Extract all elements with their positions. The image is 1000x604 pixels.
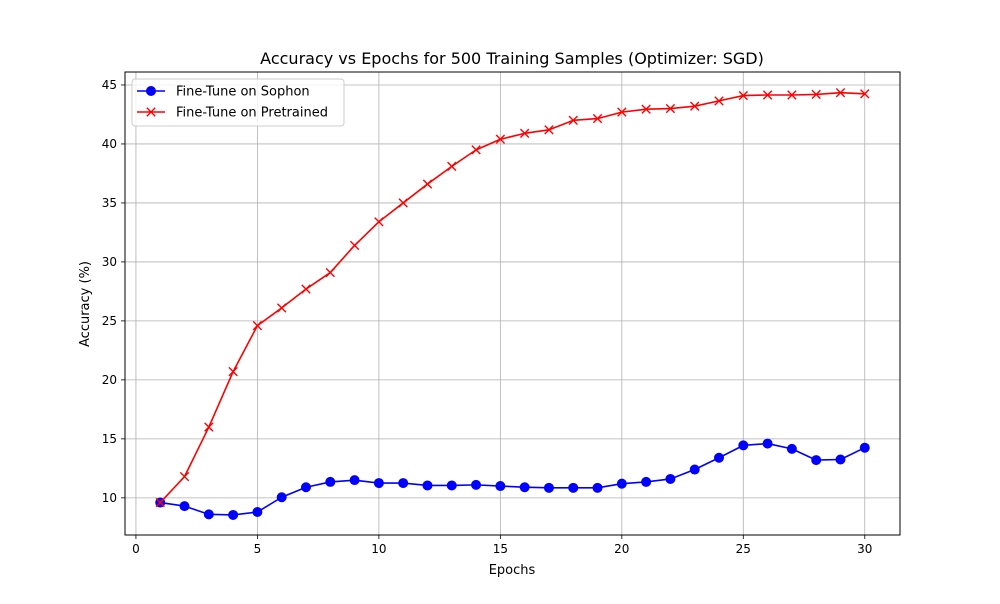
data-point bbox=[422, 179, 433, 189]
y-tick-label: 25 bbox=[102, 314, 117, 328]
data-point bbox=[252, 506, 263, 517]
legend-entries: Fine-Tune on Sophon Fine-Tune on Pretrain… bbox=[137, 85, 328, 121]
y-tick-label: 40 bbox=[102, 137, 117, 151]
data-point bbox=[447, 161, 457, 172]
x-tick-label: 15 bbox=[493, 542, 508, 556]
data-point bbox=[179, 471, 190, 482]
data-point bbox=[349, 475, 360, 486]
x-tick-label: 25 bbox=[736, 542, 751, 556]
y-tick-label: 10 bbox=[102, 491, 117, 505]
data-point bbox=[495, 481, 506, 492]
y-tick-label: 20 bbox=[102, 373, 117, 387]
data-point bbox=[325, 267, 335, 278]
data-point bbox=[859, 442, 870, 453]
data-point bbox=[300, 482, 311, 493]
y-tick-label: 15 bbox=[102, 432, 117, 446]
data-point bbox=[495, 134, 506, 144]
data-point bbox=[276, 492, 287, 503]
legend-marker bbox=[146, 107, 156, 117]
legend-label: Fine-Tune on Pretrained bbox=[176, 106, 328, 121]
data-point bbox=[519, 128, 530, 139]
x-tick-label: 30 bbox=[857, 542, 872, 556]
data-point bbox=[349, 240, 360, 251]
x-tick-label: 0 bbox=[132, 542, 140, 556]
y-tick-label: 30 bbox=[102, 255, 117, 269]
data-point bbox=[592, 482, 603, 493]
data-point bbox=[762, 438, 773, 449]
data-point bbox=[471, 479, 482, 490]
chart-title: Accuracy vs Epochs for 500 Training Samp… bbox=[260, 49, 764, 68]
data-point bbox=[155, 497, 165, 508]
legend-box bbox=[131, 78, 345, 127]
x-axis-label: Epochs bbox=[489, 563, 536, 578]
legend-entry: Fine-Tune on Pretrained bbox=[137, 106, 328, 121]
series-line bbox=[160, 442, 866, 516]
data-point bbox=[543, 482, 554, 493]
data-point bbox=[690, 101, 700, 111]
legend-label: Fine-Tune on Sophon bbox=[176, 85, 310, 100]
x-tick-label: 20 bbox=[614, 542, 629, 556]
data-point bbox=[860, 89, 870, 99]
plot-area-frame bbox=[124, 71, 901, 536]
data-point bbox=[835, 454, 846, 465]
x-tick-label: 10 bbox=[371, 542, 386, 556]
data-point bbox=[446, 480, 457, 491]
data-point bbox=[325, 476, 336, 487]
data-point bbox=[398, 478, 409, 489]
data-point bbox=[617, 107, 627, 117]
data-point bbox=[277, 303, 287, 313]
series-layer bbox=[155, 87, 870, 520]
data-point bbox=[738, 440, 749, 451]
axis-ticks: 0 5 10 15 20 25 30 10 15 20 25 30 35 40 45 bbox=[102, 78, 873, 556]
data-point bbox=[179, 501, 190, 512]
data-point bbox=[301, 284, 311, 294]
data-point bbox=[811, 89, 821, 100]
series-pretrained bbox=[155, 87, 870, 508]
data-point bbox=[811, 455, 822, 466]
data-point bbox=[714, 96, 724, 106]
data-point bbox=[398, 198, 408, 208]
data-point bbox=[592, 113, 603, 124]
data-point bbox=[228, 366, 238, 377]
legend-marker bbox=[146, 86, 156, 96]
data-point bbox=[471, 145, 481, 155]
data-point bbox=[374, 217, 384, 227]
data-point bbox=[373, 478, 384, 489]
data-point bbox=[544, 125, 554, 135]
data-point bbox=[204, 422, 214, 432]
data-point bbox=[738, 90, 748, 101]
data-point bbox=[641, 104, 651, 114]
data-point bbox=[714, 452, 725, 463]
data-point bbox=[665, 103, 676, 114]
y-axis-label: Accuracy (%) bbox=[78, 261, 93, 347]
data-point bbox=[568, 115, 578, 126]
data-point bbox=[422, 480, 433, 491]
series-sophon bbox=[155, 438, 870, 520]
data-point bbox=[786, 443, 797, 454]
data-point bbox=[519, 482, 530, 493]
data-point bbox=[616, 478, 627, 489]
data-point bbox=[641, 476, 652, 487]
series-line bbox=[159, 91, 865, 504]
legend: Fine-Tune on Sophon Fine-Tune on Pretrain… bbox=[131, 78, 345, 127]
data-point bbox=[762, 90, 773, 100]
data-point bbox=[568, 482, 579, 493]
data-point bbox=[665, 473, 676, 484]
legend-entry: Fine-Tune on Sophon bbox=[137, 85, 310, 100]
data-point bbox=[835, 87, 846, 98]
data-point bbox=[787, 90, 797, 100]
y-tick-label: 45 bbox=[102, 78, 117, 92]
data-point bbox=[228, 509, 239, 520]
data-point bbox=[252, 320, 263, 331]
x-tick-label: 5 bbox=[254, 542, 262, 556]
data-point bbox=[203, 509, 214, 520]
data-point bbox=[689, 464, 700, 475]
grid bbox=[125, 72, 900, 535]
y-tick-label: 35 bbox=[102, 196, 117, 210]
